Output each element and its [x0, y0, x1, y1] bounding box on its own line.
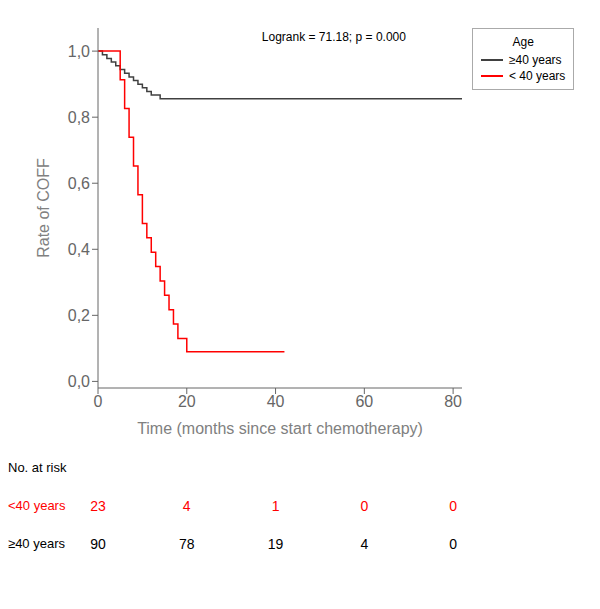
- svg-text:0,0: 0,0: [68, 373, 90, 390]
- svg-text:0,8: 0,8: [68, 109, 90, 126]
- svg-text:0,4: 0,4: [68, 241, 90, 258]
- html-text:Logrank = 71.18; p = 0.000: Logrank = 71.18; p = 0.000: [261, 30, 406, 44]
- svg-text:0: 0: [94, 393, 103, 410]
- html-text:0: 0: [449, 536, 457, 552]
- svg-text:40: 40: [267, 393, 285, 410]
- html-text:23: 23: [90, 498, 106, 514]
- svg-text:60: 60: [355, 393, 373, 410]
- html-text:1: 1: [271, 498, 280, 514]
- html-text:0: 0: [360, 498, 369, 514]
- svg-text:Rate of COFF: Rate of COFF: [35, 158, 52, 258]
- html-text:≥40 years: ≥40 years: [509, 53, 562, 67]
- svg-text:Time (months since start chemo: Time (months since start chemotherapy): [137, 420, 423, 437]
- html-text:Age: Age: [512, 35, 534, 49]
- html-text:4: 4: [360, 536, 369, 552]
- svg-text:0,2: 0,2: [68, 307, 90, 324]
- html-text:<40 years: <40 years: [8, 498, 66, 513]
- html-text:< 40 years: < 40 years: [509, 69, 566, 83]
- html-text:No. at risk: No. at risk: [8, 460, 67, 475]
- html-text:0: 0: [449, 498, 457, 514]
- svg-text:1,0: 1,0: [68, 43, 90, 60]
- html-text:90: 90: [90, 536, 106, 552]
- html-text:4: 4: [182, 498, 191, 514]
- html-text:78: 78: [179, 536, 195, 552]
- svg-text:80: 80: [444, 393, 462, 410]
- svg-text:20: 20: [178, 393, 196, 410]
- svg-text:0,6: 0,6: [68, 175, 90, 192]
- html-text:19: 19: [267, 536, 284, 552]
- html-text:≥40 years: ≥40 years: [8, 536, 65, 551]
